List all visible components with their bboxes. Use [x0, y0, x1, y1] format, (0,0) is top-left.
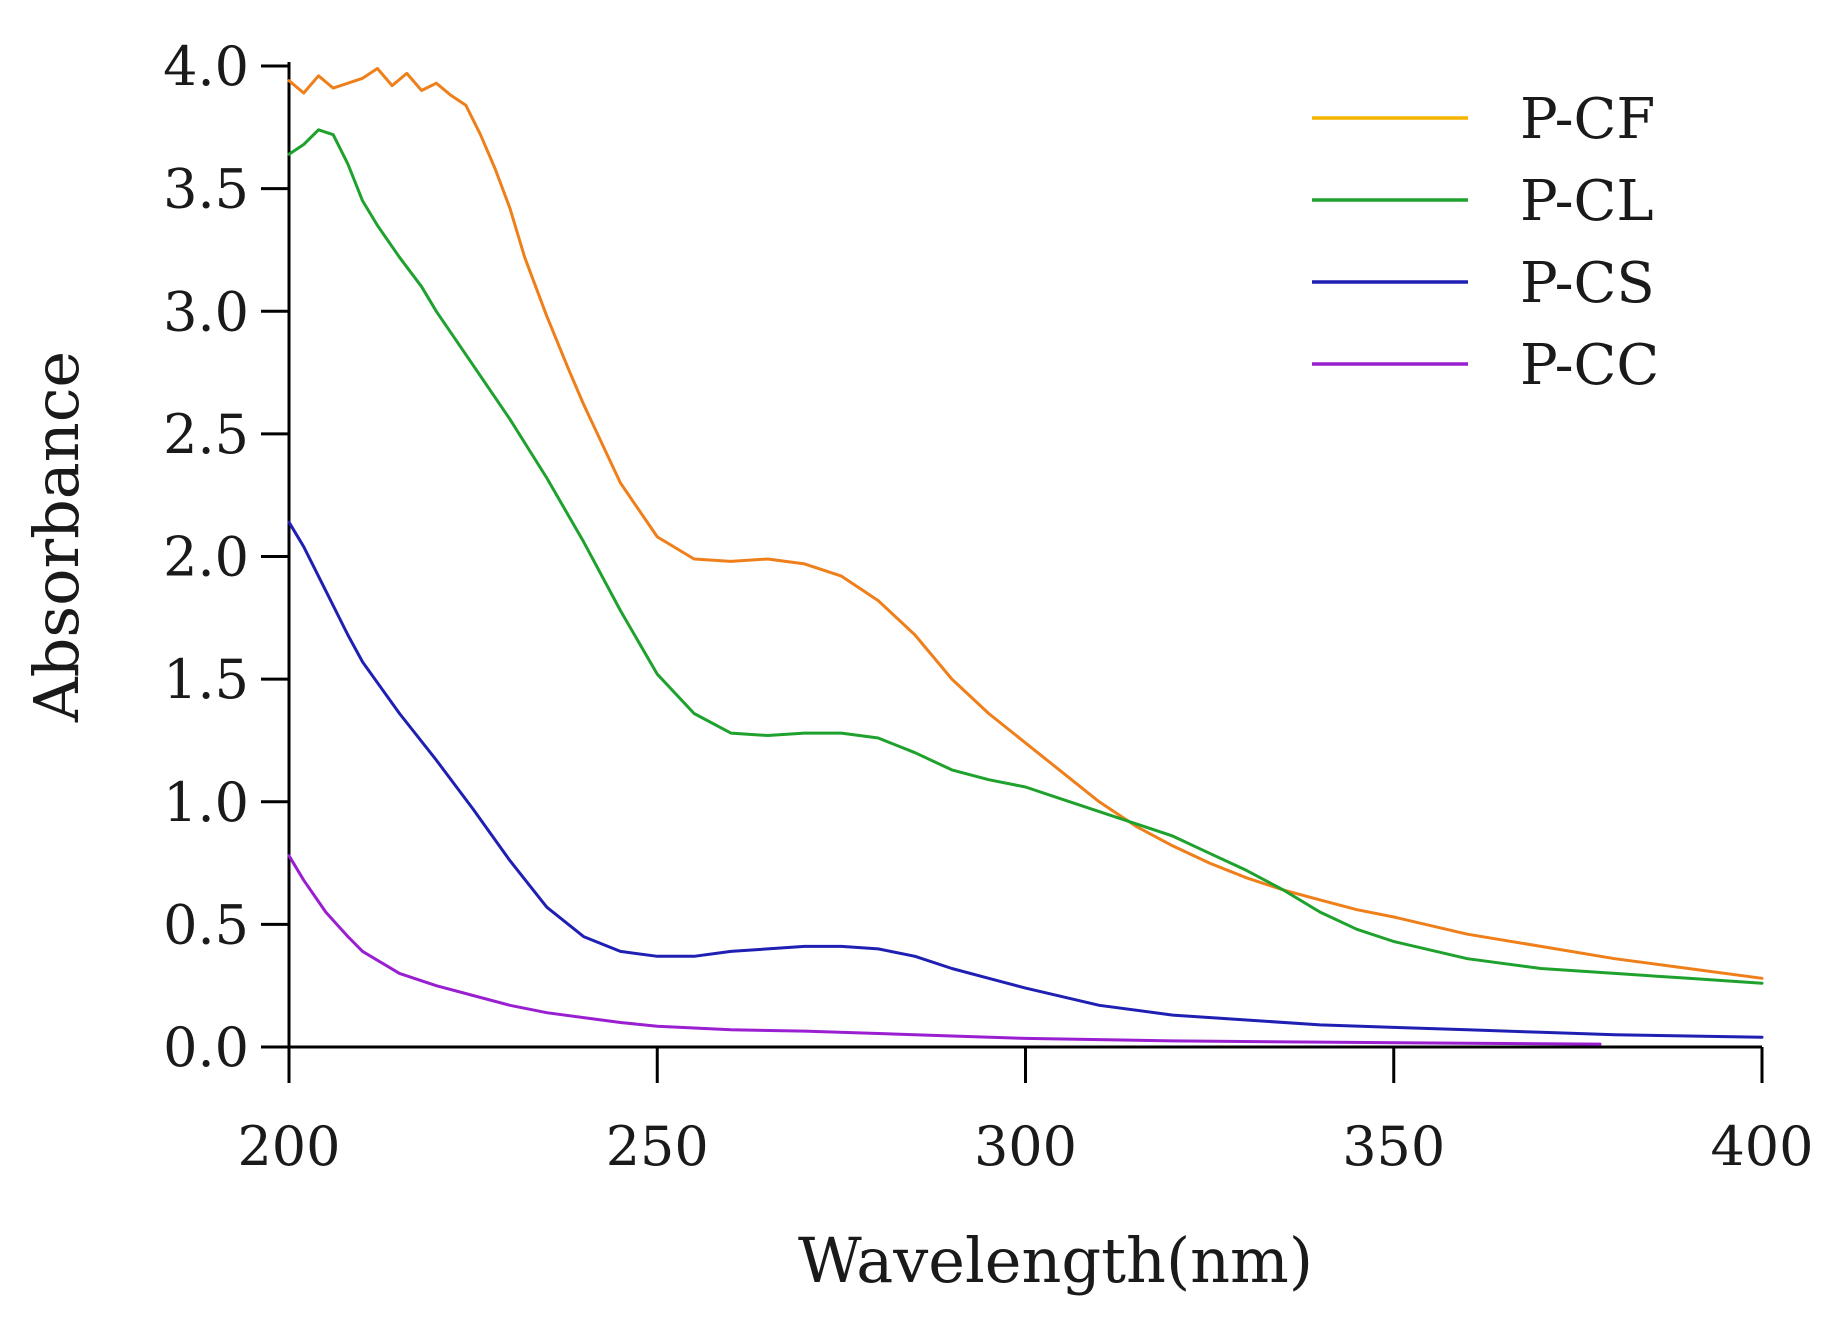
legend-label-p-cs: P-CS	[1520, 251, 1655, 316]
series-lines	[287, 67, 1764, 1046]
y-tick-label: 2.0	[163, 526, 249, 589]
y-tick-label: 3.0	[163, 280, 249, 343]
y-tick-label: 4.0	[163, 35, 249, 98]
y-tick-label: 1.5	[163, 648, 249, 711]
series-line-p-cl	[287, 128, 1764, 985]
x-tick-label: 400	[1710, 1115, 1813, 1178]
x-axis-title: Wavelength(nm)	[798, 1224, 1313, 1297]
y-axis-title: Absorbance	[20, 351, 93, 723]
x-tick-label: 300	[974, 1115, 1077, 1178]
y-tick-label: 0.0	[163, 1016, 249, 1079]
y-ticks: 0.0 0.5 1.0 1.5 2.0 2.5 3.0 3.5 4.0	[163, 35, 289, 1079]
series-line-p-cc	[287, 854, 1602, 1046]
y-tick-label: 2.5	[163, 403, 249, 466]
x-tick-label: 250	[606, 1115, 709, 1178]
legend: P-CF P-CL P-CS P-CC	[1312, 87, 1659, 398]
x-tick-label: 350	[1342, 1115, 1445, 1178]
x-ticks: 200 250 300 350 400	[237, 1047, 1814, 1178]
legend-label-p-cc: P-CC	[1520, 333, 1659, 398]
series-line-p-cs	[287, 520, 1764, 1039]
series-line-p-cf	[287, 67, 1764, 980]
y-tick-label: 3.5	[163, 158, 249, 221]
legend-label-p-cl: P-CL	[1520, 169, 1654, 234]
y-tick-label: 0.5	[163, 893, 249, 956]
legend-label-p-cf: P-CF	[1520, 87, 1655, 152]
y-tick-label: 1.0	[163, 771, 249, 834]
x-tick-label: 200	[237, 1115, 340, 1178]
